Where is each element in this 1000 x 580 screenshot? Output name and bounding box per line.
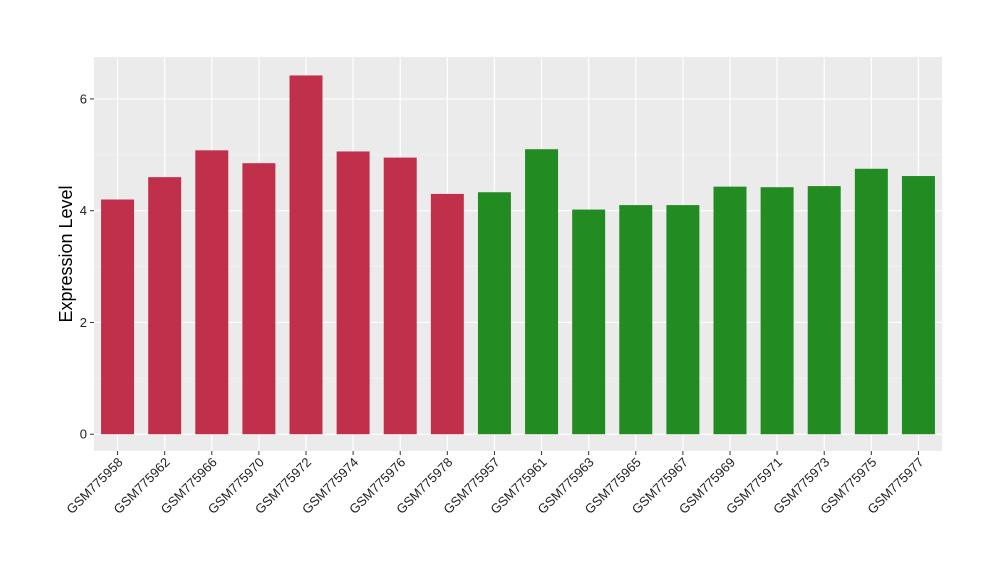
bar-GSM775957: [477, 192, 511, 435]
y-tick-label: 4: [80, 203, 87, 218]
bars: [101, 75, 935, 435]
x-axis: GSM775958GSM775962GSM775966GSM775970GSM7…: [63, 451, 927, 517]
y-axis: 0 2 4 6: [80, 91, 94, 442]
plot-panel: [94, 57, 942, 451]
bar-GSM775967: [666, 205, 700, 435]
bar-GSM775971: [760, 187, 794, 435]
y-tick-label: 0: [80, 427, 87, 442]
bar-GSM775975: [854, 168, 888, 435]
bar-GSM775965: [619, 205, 653, 435]
bar-GSM775970: [242, 163, 276, 435]
bar-GSM775969: [713, 186, 747, 435]
y-tick-label: 6: [80, 91, 87, 106]
bar-GSM775973: [807, 186, 841, 435]
bar-GSM775958: [101, 199, 135, 435]
bar-GSM775978: [430, 193, 464, 435]
bar-GSM775977: [901, 176, 935, 435]
bar-GSM775972: [289, 75, 323, 435]
bar-GSM775961: [525, 149, 559, 435]
bar-GSM775974: [336, 151, 370, 435]
bar-GSM775966: [195, 150, 229, 435]
bar-GSM775963: [572, 209, 606, 435]
y-axis-title: Expression Level: [56, 185, 76, 322]
bar-GSM775962: [148, 177, 182, 435]
bar-GSM775976: [383, 157, 417, 435]
y-tick-label: 2: [80, 315, 87, 330]
